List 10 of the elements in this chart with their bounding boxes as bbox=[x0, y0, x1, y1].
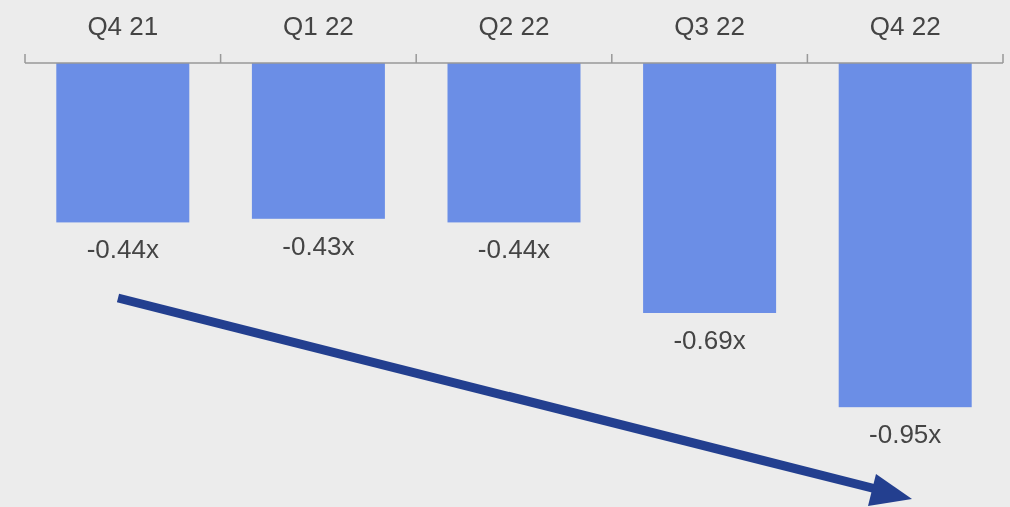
data-label: -0.43x bbox=[282, 230, 355, 261]
x-tick-label: Q4 22 bbox=[869, 11, 941, 41]
x-tick-label: Q4 21 bbox=[87, 11, 159, 41]
data-label: -0.44x bbox=[86, 234, 159, 265]
x-tick-label: Q3 22 bbox=[674, 11, 746, 41]
data-label: -0.95x bbox=[869, 419, 942, 450]
data-label: -0.69x bbox=[673, 324, 746, 355]
x-tick-label: Q2 22 bbox=[478, 11, 550, 41]
data-label: -0.44x bbox=[477, 234, 551, 265]
x-tick-label: Q1 22 bbox=[282, 11, 354, 41]
